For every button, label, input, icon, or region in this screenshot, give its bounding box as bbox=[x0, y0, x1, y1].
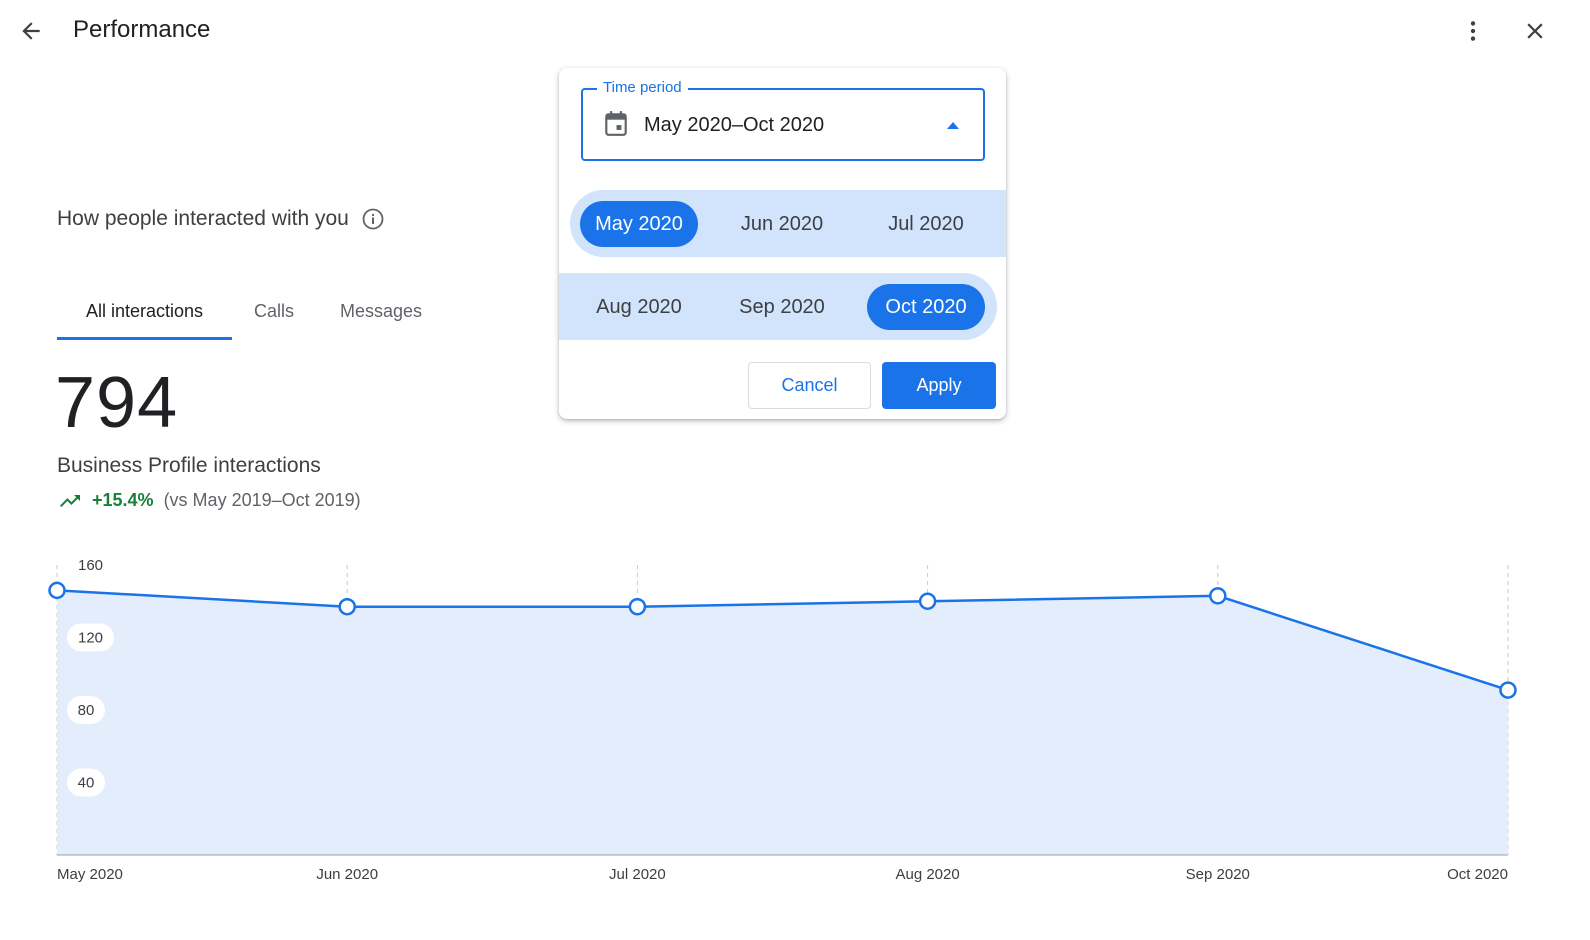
month-oct-2020[interactable]: Oct 2020 bbox=[867, 284, 985, 330]
data-point[interactable] bbox=[48, 581, 66, 600]
chart-x-labels: May 2020 Jun 2020 Jul 2020 Aug 2020 Sep 2020… bbox=[57, 866, 1508, 883]
y-tick-label: 80 bbox=[78, 702, 95, 719]
section-heading: How people interacted with you bbox=[57, 207, 385, 231]
calendar-icon bbox=[605, 111, 627, 136]
close-icon bbox=[1527, 23, 1543, 39]
more-vert-icon bbox=[1470, 21, 1476, 41]
x-tick-label: Jul 2020 bbox=[609, 866, 666, 883]
page-title: Performance bbox=[73, 16, 211, 43]
trend-change: +15.4% bbox=[92, 490, 154, 510]
cancel-button[interactable]: Cancel bbox=[748, 362, 871, 409]
arrow-drop-up-icon[interactable] bbox=[945, 120, 961, 130]
tab-messages[interactable]: Messages bbox=[339, 300, 423, 321]
chart-y-ticks: 40 80 120 160 bbox=[67, 557, 114, 797]
time-period-value: May 2020–Oct 2020 bbox=[644, 114, 825, 136]
month-jul-2020[interactable]: Jul 2020 bbox=[888, 212, 964, 235]
trend-row: +15.4% (vs May 2019–Oct 2019) bbox=[58, 490, 361, 511]
interaction-tabs: All interactions Calls Messages bbox=[57, 282, 446, 340]
data-point[interactable] bbox=[918, 592, 937, 610]
y-tick: 80 bbox=[67, 696, 105, 724]
chart-series-line bbox=[56, 589, 1509, 692]
info-icon[interactable] bbox=[361, 207, 385, 231]
data-point[interactable] bbox=[1499, 681, 1517, 699]
y-tick-label: 40 bbox=[78, 775, 95, 792]
back-button[interactable] bbox=[14, 14, 48, 48]
apply-button[interactable]: Apply bbox=[882, 362, 996, 409]
y-tick-label: 160 bbox=[78, 557, 103, 574]
month-sep-2020[interactable]: Sep 2020 bbox=[739, 295, 825, 318]
y-tick: 40 bbox=[67, 768, 105, 797]
close-button[interactable] bbox=[1518, 14, 1552, 48]
tab-all-interactions[interactable]: All interactions bbox=[57, 282, 232, 340]
interactions-chart: 40 80 120 160 May 2020 Jun 2020 Jul 2020 Aug 2… bbox=[48, 557, 1517, 883]
x-tick-label: Aug 2020 bbox=[895, 866, 959, 883]
time-period-select[interactable]: Time period May 2020–Oct 2020 bbox=[581, 79, 985, 161]
chart-points bbox=[48, 581, 1517, 699]
arrow-back-icon bbox=[22, 22, 40, 40]
y-tick-label: 120 bbox=[78, 630, 103, 647]
data-point[interactable] bbox=[338, 597, 356, 616]
x-tick-label: Sep 2020 bbox=[1186, 866, 1250, 883]
trending-up-icon bbox=[60, 494, 80, 507]
data-point[interactable] bbox=[628, 597, 647, 616]
x-tick-label: May 2020 bbox=[57, 866, 123, 883]
data-point[interactable] bbox=[1209, 587, 1227, 605]
chart-area-fill bbox=[57, 590, 1508, 855]
x-tick-label: Jun 2020 bbox=[316, 866, 378, 883]
y-tick-chip bbox=[67, 696, 105, 724]
top-bar: Performance bbox=[0, 0, 1590, 62]
trend-comparison: (vs May 2019–Oct 2019) bbox=[163, 490, 361, 510]
x-tick-label: Oct 2020 bbox=[1447, 866, 1508, 883]
month-may-2020[interactable]: May 2020 bbox=[580, 201, 698, 247]
section-heading-text: How people interacted with you bbox=[57, 207, 349, 230]
y-tick: 160 bbox=[78, 557, 103, 574]
month-aug-2020[interactable]: Aug 2020 bbox=[596, 295, 682, 318]
tab-calls[interactable]: Calls bbox=[253, 300, 294, 321]
y-tick-chip bbox=[67, 768, 105, 797]
y-tick-chip bbox=[67, 623, 114, 652]
time-period-popup: Time period May 2020–Oct 2020 May 2020 J… bbox=[559, 68, 1006, 419]
interactions-total: 794 bbox=[55, 363, 179, 443]
y-tick: 120 bbox=[67, 623, 114, 652]
more-options-button[interactable] bbox=[1456, 14, 1490, 48]
metric-label: Business Profile interactions bbox=[57, 454, 321, 477]
time-period-legend: Time period bbox=[597, 79, 688, 96]
month-jun-2020[interactable]: Jun 2020 bbox=[740, 212, 824, 235]
